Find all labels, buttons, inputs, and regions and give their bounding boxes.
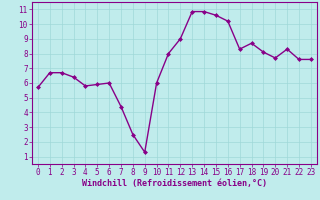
X-axis label: Windchill (Refroidissement éolien,°C): Windchill (Refroidissement éolien,°C) xyxy=(82,179,267,188)
